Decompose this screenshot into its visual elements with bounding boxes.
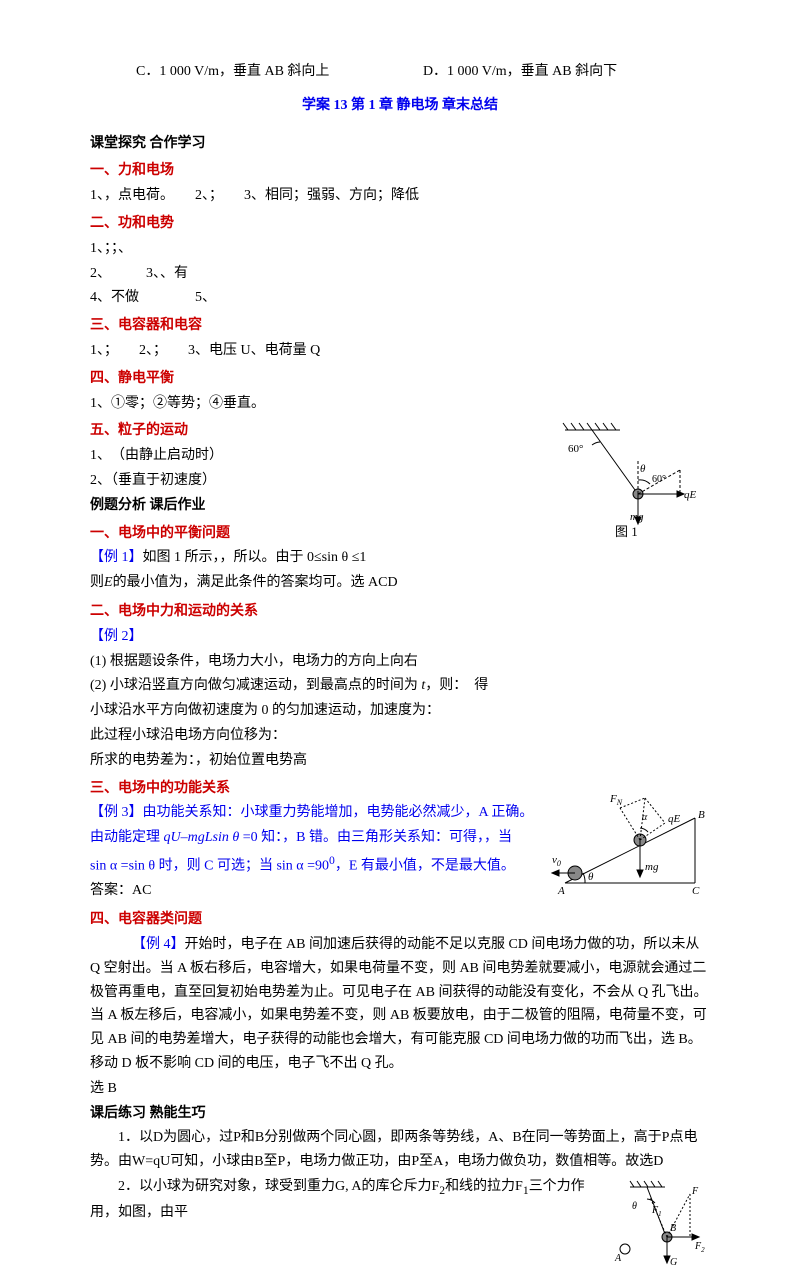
fig2-fn: FN (609, 793, 623, 807)
fig2-b: B (698, 809, 705, 821)
p2-ex-label: 【例 2】 (90, 625, 710, 649)
sec2-l3: 4、不做 5、 (90, 286, 710, 310)
p1-line2: 则E的最小值为，满足此条件的答案均可。选 ACD (90, 571, 710, 595)
pr2-b: 和线的拉力F (445, 1179, 523, 1194)
fig2-theta: θ (588, 871, 594, 883)
p3-l2a: 由动能定理 (90, 830, 164, 845)
fig3-g: G (670, 1257, 677, 1268)
fig1-theta: θ (640, 463, 646, 475)
fig1-angle1: 60° (568, 443, 583, 455)
fig2-mg: mg (645, 861, 659, 873)
fig1-mg: mg (630, 511, 644, 523)
p3-l3a: sin α =sin θ 时，则 C 可选；当 sin α =90 (90, 859, 329, 874)
p1-l2-i: E (104, 575, 113, 590)
p4-body: 【例 4】开始时，电子在 AB 间加速后获得的动能不足以克服 CD 间电场力做的… (90, 933, 710, 1076)
fig3-f1: F1 (651, 1205, 662, 1218)
pr2-a: 2．以小球为研究对象，球受到重力G, A的库仑斥力F (118, 1179, 439, 1194)
lesson-title: 学案 13 第 1 章 静电场 章末总结 (90, 94, 710, 118)
p3-l2i: qU–mgLsin θ (164, 830, 240, 845)
p2-l2b: ，则： 得 (425, 678, 488, 693)
fig3-f: F (691, 1186, 699, 1197)
sec2-head: 二、功和电势 (90, 212, 710, 236)
svg-text:60°: 60° (652, 474, 666, 485)
p3-l1: 由功能关系知：小球重力势能增加，电势能必然减少，A 正确。 (143, 805, 534, 820)
practice-1: 1．以D为圆心，过P和B分别做两个同心圆，即两条等势线，A、B在同一等势面上，高… (90, 1126, 710, 1174)
sec2-l2: 2、 3、、有 (90, 262, 710, 286)
fig2-v0: v0 (552, 854, 561, 868)
option-d: D．1 000 V/m，垂直 AB 斜向下 (423, 60, 617, 84)
fig1-svg: 60° θ 60° qE mg 图 1 (560, 420, 710, 540)
figure-3: θ F1 F B F2 A G (610, 1179, 710, 1269)
p2-l3: 小球沿水平方向做初速度为 0 的匀加速运动，加速度为： (90, 699, 710, 723)
sec1-l1: 1、，点电荷。 2、； 3、相同；强弱、方向；降低 (90, 184, 710, 208)
fig2-a: A (557, 885, 565, 897)
p4-head: 四、电容器类问题 (90, 908, 710, 932)
p1-l2-post: 的最小值为，满足此条件的答案均可。选 ACD (113, 575, 398, 590)
p1-l1: 如图 1 所示，，所以。由于 0≤sin θ ≤1 (143, 550, 367, 565)
sec2-l1: 1、；；、 (90, 237, 710, 261)
p1-ex-label: 【例 1】 (90, 550, 143, 565)
fig2-qe: qE (668, 813, 681, 825)
p2-l2: (2) 小球沿竖直方向做匀减速运动，到最高点的时间为 t，则： 得 (90, 674, 710, 698)
fig2-alpha: α (642, 812, 648, 823)
p4-body2: 选 B (90, 1077, 710, 1101)
fig1-caption: 图 1 (615, 524, 638, 539)
p2-l2a: (2) 小球沿竖直方向做匀减速运动，到最高点的时间为 (90, 678, 421, 693)
sec4-head: 四、静电平衡 (90, 367, 710, 391)
p3-l2b: =0 知：，B 错。由三角形关系知：可得，，当 (239, 830, 512, 845)
sec3-l1: 1、； 2、； 3、电压 U、电荷量 Q (90, 339, 710, 363)
figure-1: 60° θ 60° qE mg 图 1 (560, 420, 710, 540)
p3-l3b: ，E 有最小值，不是最大值。 (335, 859, 515, 874)
classroom-header: 课堂探究 合作学习 (90, 132, 710, 156)
p2-l4: 此过程小球沿电场方向位移为： (90, 724, 710, 748)
figure-2: FN α qE B v0 θ mg A C (550, 778, 710, 898)
p2-l5: 所求的电势差为：，初始位置电势高 (90, 749, 710, 773)
fig2-svg: FN α qE B v0 θ mg A C (550, 778, 710, 898)
p4-ex-label: 【例 4】 (132, 937, 185, 952)
answer-options: C．1 000 V/m，垂直 AB 斜向上 D．1 000 V/m，垂直 AB … (90, 60, 710, 84)
p1-l2-pre: 则 (90, 575, 104, 590)
fig2-c: C (692, 885, 700, 897)
p2-l1: (1) 根据题设条件，电场力大小，电场力的方向上向右 (90, 650, 710, 674)
sec1-head: 一、力和电场 (90, 159, 710, 183)
fig3-svg: θ F1 F B F2 A G (610, 1179, 710, 1269)
practice-header: 课后练习 熟能生巧 (90, 1102, 710, 1126)
fig3-f2: F2 (694, 1241, 705, 1254)
fig3-a: A (614, 1253, 622, 1264)
fig1-qe: qE (684, 489, 697, 501)
option-c: C．1 000 V/m，垂直 AB 斜向上 (136, 60, 329, 84)
p4-body1: 开始时，电子在 AB 间加速后获得的动能不足以克服 CD 间电场力做的功，所以未… (90, 937, 709, 1071)
sec3-head: 三、电容器和电容 (90, 314, 710, 338)
p1-line1: 【例 1】如图 1 所示，，所以。由于 0≤sin θ ≤1 (90, 546, 710, 570)
p2-head: 二、电场中力和运动的关系 (90, 600, 710, 624)
fig3-theta: θ (632, 1201, 637, 1212)
sec4-l1: 1、①零；②等势；④垂直。 (90, 392, 710, 416)
p3-ex-label: 【例 3】 (90, 805, 143, 820)
fig3-b: B (670, 1223, 676, 1234)
